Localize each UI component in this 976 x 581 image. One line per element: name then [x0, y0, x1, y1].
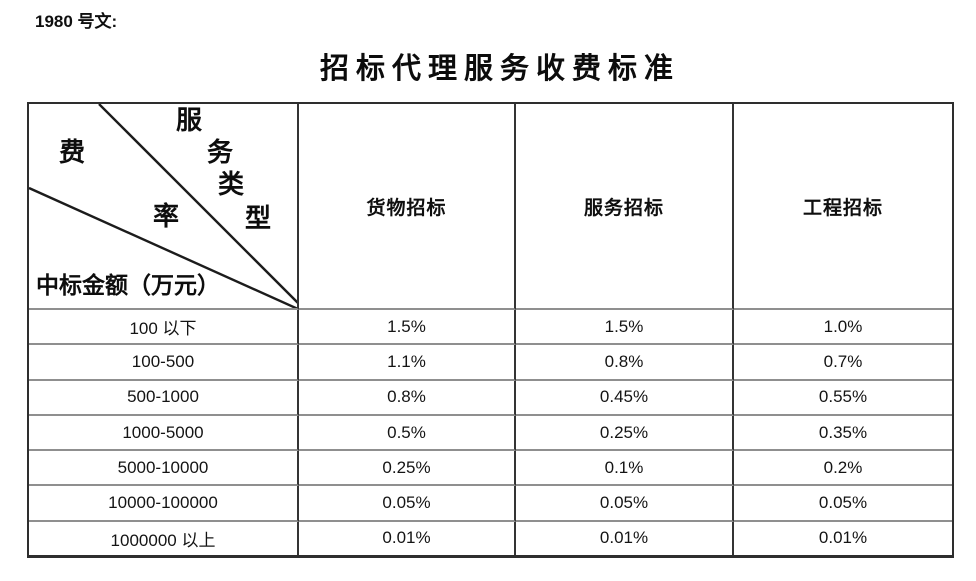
- rate-cell-engineering: 0.05%: [734, 486, 952, 522]
- diagonal-header-content: 费 率 服 务 类 型 中标金额（万元）: [29, 104, 297, 308]
- rate-cell-service: 0.05%: [516, 486, 734, 522]
- fee-rate-char-rate: 率: [153, 202, 180, 231]
- rate-cell-goods: 0.01%: [299, 521, 516, 556]
- amount-range-cell: 5000-10000: [29, 451, 299, 487]
- rate-cell-goods: 0.8%: [299, 380, 516, 416]
- amount-range-cell: 1000-5000: [29, 415, 299, 452]
- amount-range-cell: 100-500: [29, 345, 299, 381]
- rate-cell-goods: 0.5%: [299, 415, 516, 452]
- column-header-service: 服务招标: [516, 104, 734, 310]
- table-row: 5000-10000 0.25% 0.1% 0.2%: [29, 451, 952, 487]
- rate-cell-engineering: 0.01%: [734, 521, 952, 556]
- page-title: 招标代理服务收费标准: [319, 53, 680, 85]
- service-type-char-1: 服: [176, 106, 203, 135]
- column-header-goods: 货物招标: [299, 104, 516, 310]
- service-type-char-2: 务: [207, 138, 234, 167]
- amount-range-cell: 100 以下: [29, 310, 299, 346]
- diagonal-divider-lines: [29, 104, 297, 308]
- rate-cell-engineering: 0.7%: [734, 345, 952, 381]
- rate-cell-engineering: 0.55%: [734, 380, 952, 416]
- document-ref-label: 1980 号文:: [35, 12, 118, 31]
- rate-cell-service: 1.5%: [516, 310, 734, 346]
- amount-range-cell: 1000000 以上: [29, 521, 299, 556]
- rate-cell-service: 0.45%: [516, 380, 734, 416]
- rate-cell-goods: 0.25%: [299, 451, 516, 487]
- rate-cell-service: 0.25%: [516, 415, 734, 452]
- rate-cell-engineering: 0.35%: [734, 415, 952, 452]
- rate-cell-service: 0.1%: [516, 451, 734, 487]
- service-type-char-3: 类: [218, 170, 245, 199]
- table-header-row: 费 率 服 务 类 型 中标金额（万元） 货物招标 服务招标 工程招标: [29, 104, 952, 310]
- table-row: 1000-5000 0.5% 0.25% 0.35%: [29, 415, 952, 452]
- amount-range-cell: 500-1000: [29, 380, 299, 416]
- fee-standard-table: 费 率 服 务 类 型 中标金额（万元） 货物招标 服务招标 工程招标 100 …: [27, 102, 954, 559]
- table-row: 1000000 以上 0.01% 0.01% 0.01%: [29, 521, 952, 556]
- rate-cell-engineering: 1.0%: [734, 310, 952, 346]
- table-row: 10000-100000 0.05% 0.05% 0.05%: [29, 486, 952, 522]
- column-header-engineering: 工程招标: [734, 104, 952, 310]
- rate-cell-goods: 0.05%: [299, 486, 516, 522]
- fee-rate-char-fee: 费: [59, 138, 86, 167]
- row-axis-label: 中标金额（万元）: [36, 273, 220, 298]
- rate-cell-engineering: 0.2%: [734, 451, 952, 487]
- rate-cell-goods: 1.5%: [299, 310, 516, 346]
- service-type-char-4: 型: [245, 204, 272, 233]
- rate-cell-service: 0.8%: [516, 345, 734, 381]
- diagonal-header-cell: 费 率 服 务 类 型 中标金额（万元）: [29, 104, 299, 310]
- rate-cell-service: 0.01%: [516, 521, 734, 556]
- table-row: 100 以下 1.5% 1.5% 1.0%: [29, 310, 952, 346]
- amount-range-cell: 10000-100000: [29, 486, 299, 522]
- table-row: 500-1000 0.8% 0.45% 0.55%: [29, 380, 952, 416]
- table-row: 100-500 1.1% 0.8% 0.7%: [29, 345, 952, 381]
- rate-cell-goods: 1.1%: [299, 345, 516, 381]
